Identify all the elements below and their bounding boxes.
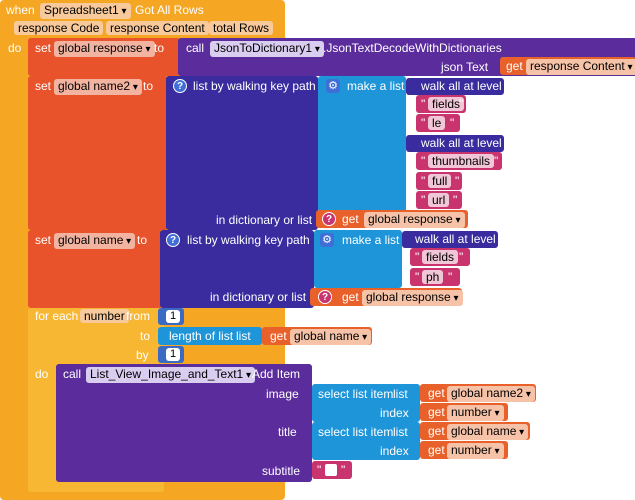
by-value[interactable]: 1: [166, 348, 180, 361]
quote-left: ": [421, 96, 425, 112]
param-response-content[interactable]: response Content: [106, 21, 209, 35]
json-text-label: json Text: [441, 59, 488, 75]
loop-var[interactable]: number: [80, 309, 129, 323]
get-label: get: [428, 442, 445, 458]
gear-icon[interactable]: ⚙: [320, 233, 334, 247]
quote-left: ": [421, 115, 425, 131]
walk-label: list by walking key path: [193, 78, 316, 94]
get-label: get: [270, 328, 287, 344]
index-label: index: [380, 443, 409, 459]
for-each-label: for each: [35, 308, 78, 324]
get-var-dropdown[interactable]: global name: [447, 424, 528, 440]
list-label: list: [236, 328, 251, 344]
make-list-label: make a list: [342, 232, 399, 248]
to-label: to: [143, 78, 153, 94]
walk-label: list by walking key path: [187, 232, 310, 248]
get-label: get: [428, 404, 445, 420]
get-var-dropdown[interactable]: response Content: [526, 59, 635, 75]
quote-left: ": [415, 269, 419, 285]
set-label: set: [35, 40, 51, 56]
get-label: get: [428, 423, 445, 439]
quote-right: ": [494, 153, 498, 169]
subtitle-label: subtitle: [262, 463, 300, 479]
call-label: call: [186, 40, 204, 56]
get-var-dropdown[interactable]: global name2: [447, 386, 535, 402]
image-label: image: [266, 386, 299, 402]
empty-string-field[interactable]: [325, 464, 337, 476]
call-label: call: [63, 366, 81, 382]
json-component-dropdown[interactable]: JsonToDictionary1: [210, 41, 324, 57]
title-label: title: [278, 424, 297, 440]
walk-all-label: walk all at level: [421, 135, 502, 151]
quote-left: ": [421, 173, 425, 189]
set-name2-block[interactable]: [28, 76, 168, 230]
string-ph[interactable]: ph: [422, 270, 443, 284]
quote-left: ": [421, 153, 425, 169]
help-icon[interactable]: ?: [322, 212, 336, 226]
help-icon[interactable]: ?: [318, 290, 332, 304]
get-label: get: [342, 289, 359, 305]
quote-left: ": [421, 192, 425, 208]
quote-right: ": [455, 173, 459, 189]
quote-right: ": [450, 115, 454, 131]
to-label: to: [140, 328, 150, 344]
walk-all-label: walk all at level: [415, 231, 496, 247]
get-var-dropdown[interactable]: global name: [290, 329, 371, 345]
add-item-method: Add Item: [252, 366, 300, 382]
json-method: .JsonTextDecodeWithDictionaries: [323, 40, 502, 56]
set-label: set: [35, 78, 51, 94]
length-label: length of list: [169, 328, 233, 344]
in-dict-label: in dictionary or list: [210, 289, 306, 305]
param-total-rows[interactable]: total Rows: [209, 21, 273, 35]
param-response-code[interactable]: response Code: [14, 21, 103, 35]
help-icon[interactable]: ?: [173, 79, 187, 93]
list-view-component-dropdown[interactable]: List_View_Image_and_Text1: [86, 367, 255, 383]
string-full[interactable]: full: [428, 174, 451, 188]
set-label: set: [35, 232, 51, 248]
list-label: list: [393, 386, 408, 402]
select-label: select list item: [318, 424, 393, 440]
walk-all-label: walk all at level: [421, 78, 502, 94]
by-label: by: [136, 347, 149, 363]
event-name: Got All Rows: [135, 2, 204, 18]
list-label: list: [393, 424, 408, 440]
get-var-dropdown[interactable]: number: [447, 443, 504, 459]
quote-left: ": [415, 249, 419, 265]
to-label: to: [137, 232, 147, 248]
quote-right: ": [341, 462, 345, 478]
string-fields[interactable]: fields: [422, 250, 458, 264]
do-label: do: [35, 366, 48, 382]
quote-right: ": [453, 192, 457, 208]
component-dropdown[interactable]: Spreadsheet1: [40, 3, 131, 19]
quote-right: ": [459, 96, 463, 112]
gear-icon[interactable]: ⚙: [326, 79, 340, 93]
select-label: select list item: [318, 386, 393, 402]
quote-right: ": [448, 269, 452, 285]
string-url[interactable]: url: [428, 193, 449, 207]
get-var-dropdown[interactable]: number: [447, 405, 504, 421]
quote-right: ": [459, 249, 463, 265]
string-le[interactable]: le: [428, 116, 445, 130]
make-list-block[interactable]: [318, 76, 406, 212]
variable-dropdown[interactable]: global name2: [54, 79, 142, 95]
string-thumbnails[interactable]: thumbnails: [428, 154, 494, 168]
variable-dropdown[interactable]: global name: [54, 233, 135, 249]
do-label: do: [8, 40, 21, 56]
variable-dropdown[interactable]: global response: [54, 41, 155, 57]
from-label: from: [126, 308, 150, 324]
walk-key-path-block[interactable]: [166, 76, 318, 230]
in-dict-label: in dictionary or list: [216, 212, 312, 228]
help-icon[interactable]: ?: [166, 233, 180, 247]
quote-left: ": [317, 462, 321, 478]
get-label: get: [428, 385, 445, 401]
from-value[interactable]: 1: [166, 310, 180, 323]
index-label: index: [380, 405, 409, 421]
get-var-dropdown[interactable]: global response: [364, 212, 465, 228]
to-label: to: [154, 40, 164, 56]
get-label: get: [342, 211, 359, 227]
get-label: get: [506, 58, 523, 74]
when-label: when: [6, 2, 35, 18]
get-var-dropdown[interactable]: global response: [362, 290, 463, 306]
make-list-label: make a list: [347, 78, 404, 94]
